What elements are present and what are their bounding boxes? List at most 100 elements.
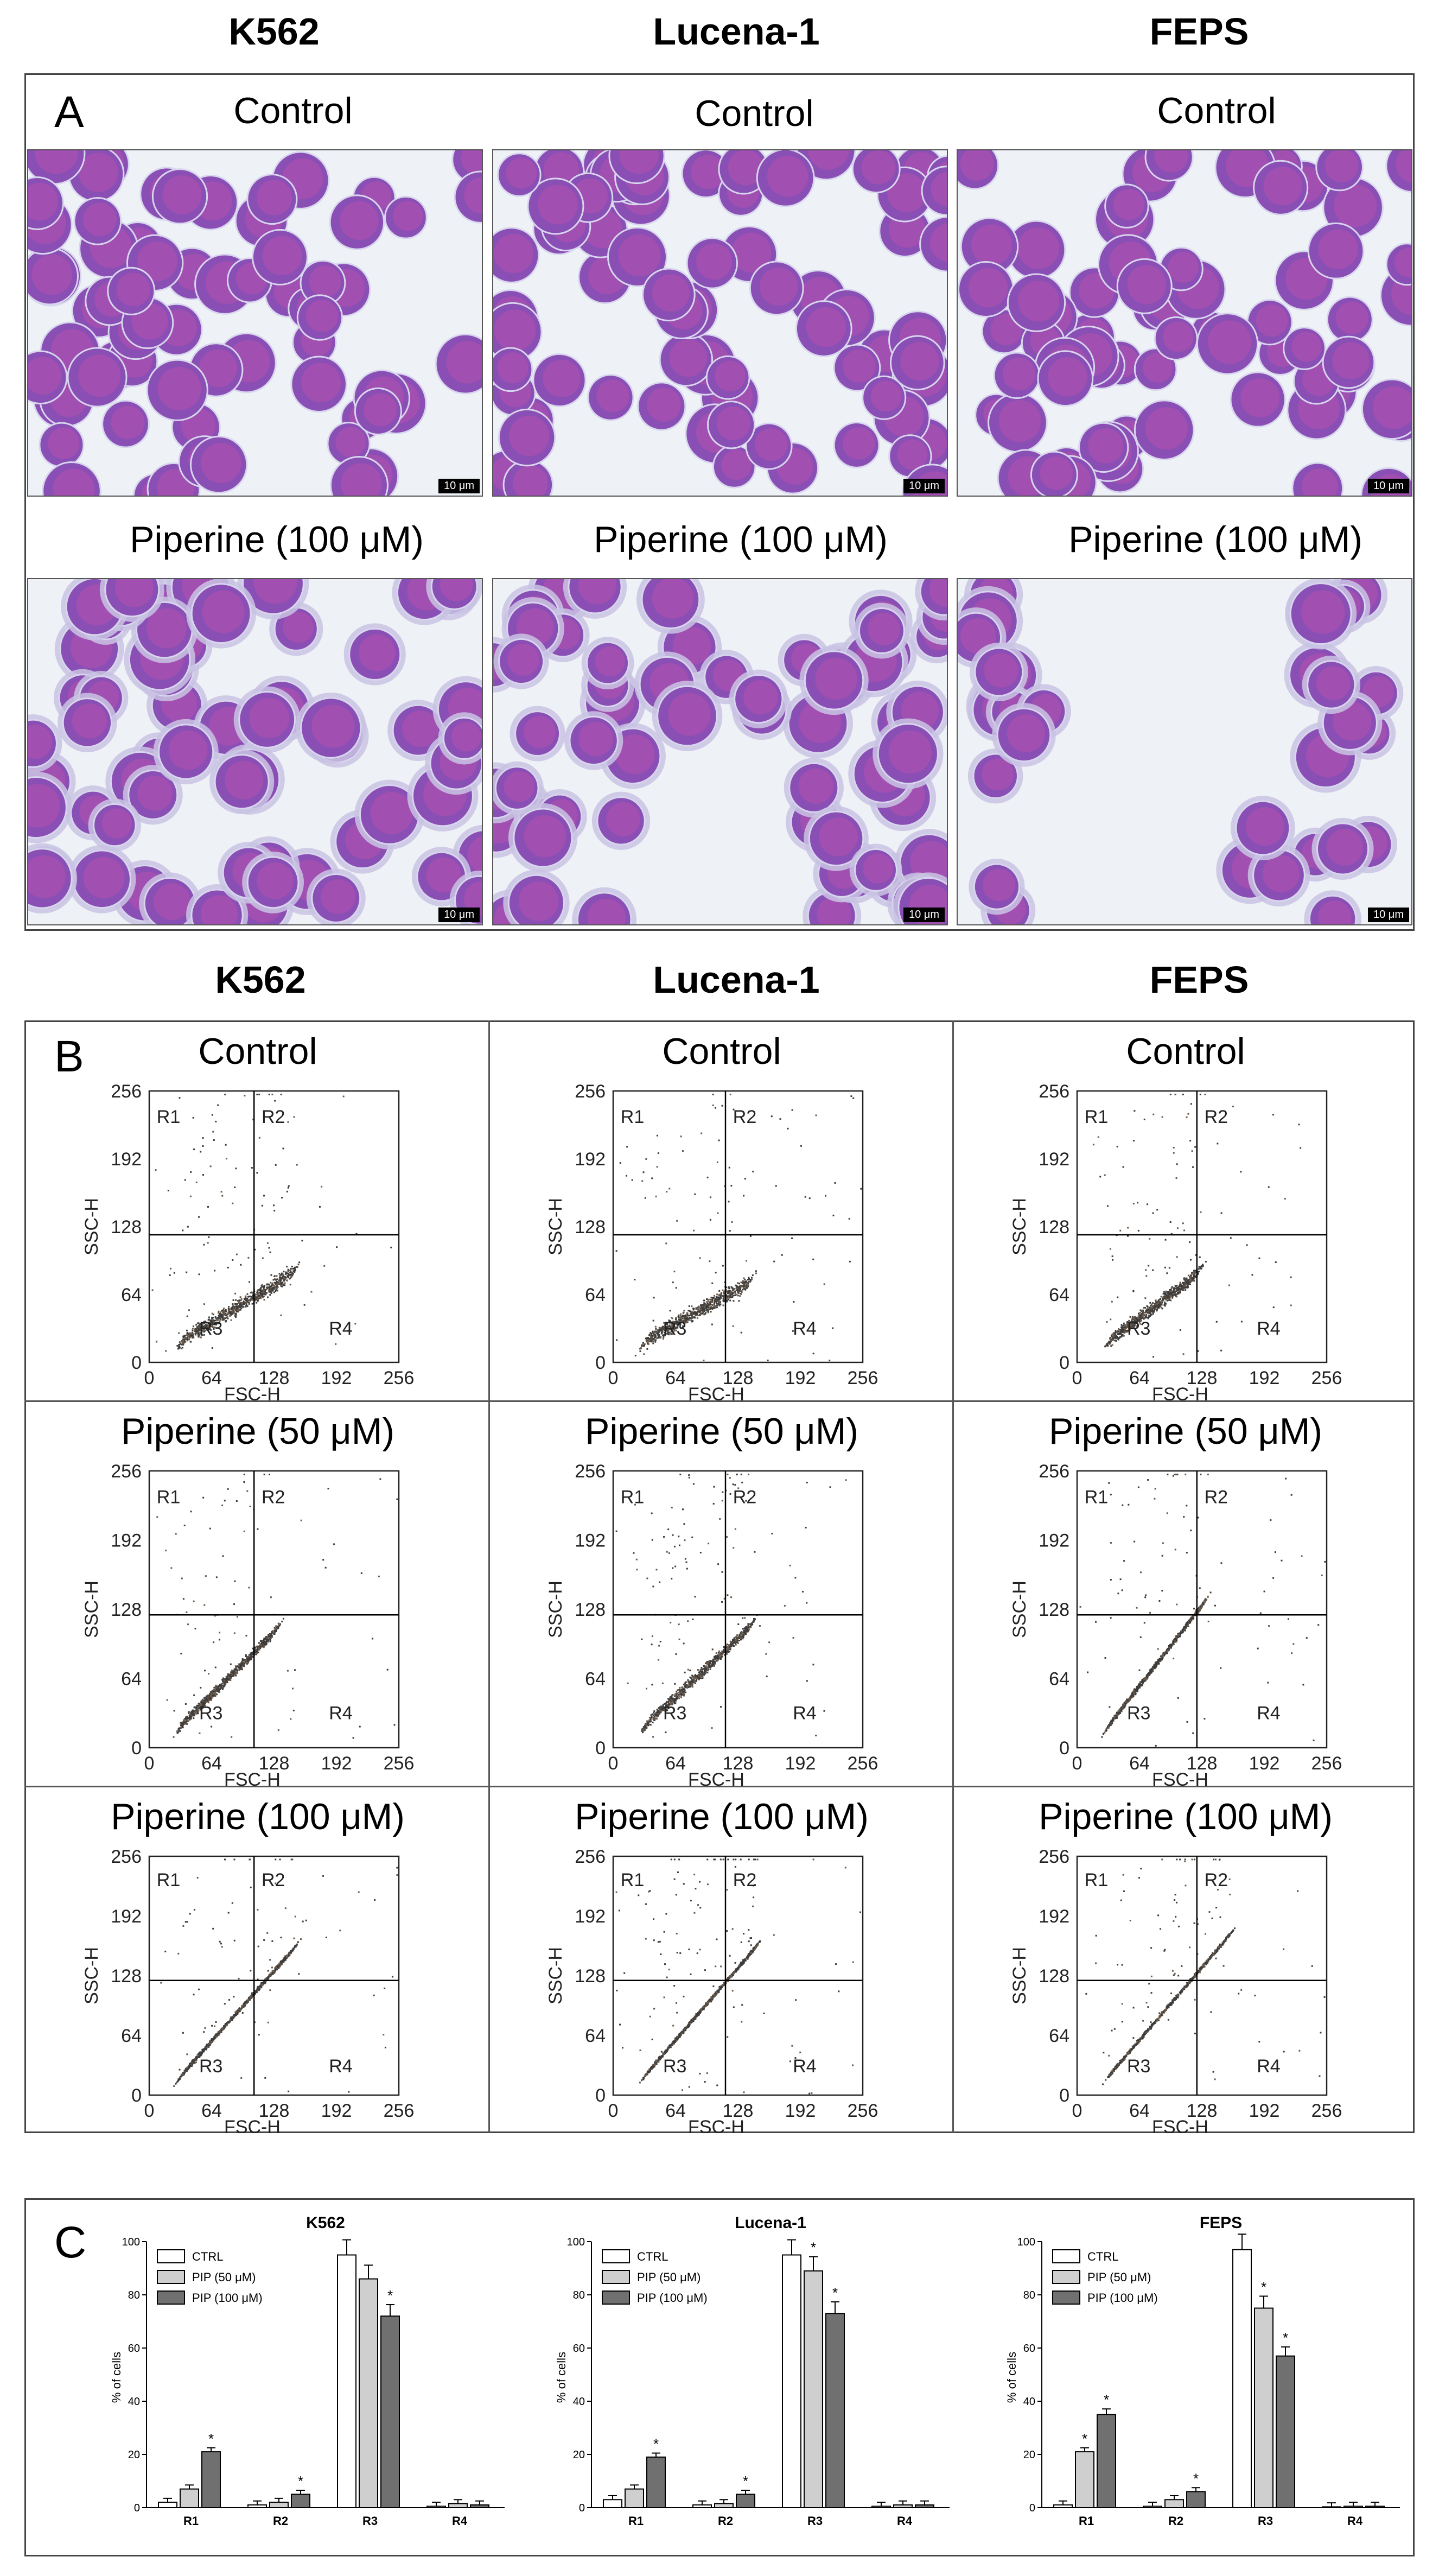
cell-shape <box>73 196 122 245</box>
cell-shape <box>1322 176 1384 238</box>
x-tick-label: 0 <box>608 1753 619 1774</box>
x-tick-label: 256 <box>1311 2101 1342 2121</box>
category-label: R4 <box>452 2514 468 2528</box>
region-label-r3: R3 <box>199 2056 222 2077</box>
scatter-points <box>156 1474 398 1739</box>
cell-shape <box>1144 150 1194 182</box>
plot-frame <box>148 1470 400 1749</box>
panel-b-title-k562: K562 <box>215 959 306 1001</box>
y-tick-label: 256 <box>575 1461 606 1482</box>
cell-shape <box>189 435 248 494</box>
cell-shape <box>88 798 142 852</box>
panel-b-letter: B <box>54 1032 84 1081</box>
x-tick-label: 256 <box>848 2101 878 2121</box>
cell-shape <box>608 150 665 185</box>
y-tick-label: 20 <box>128 2449 140 2461</box>
category-label: R3 <box>1258 2514 1273 2528</box>
bar-r4-1 <box>448 2503 468 2509</box>
y-axis-label: SSC-H <box>81 1581 102 1638</box>
panel-a-letter: A <box>54 87 84 137</box>
y-tick-label: 64 <box>1049 1669 1069 1690</box>
cell-shape <box>246 174 298 225</box>
micro-caption-feps-control: Control <box>1157 90 1276 131</box>
cell-shape <box>502 459 554 496</box>
cell-shape <box>1246 299 1293 346</box>
category-label: R1 <box>1079 2514 1094 2528</box>
cell-shape <box>493 633 549 689</box>
significance-star: * <box>1193 2470 1199 2486</box>
cell-shape <box>493 302 543 361</box>
x-tick-label: 64 <box>1129 2101 1150 2121</box>
cell-shape <box>799 645 869 715</box>
micrograph-k562-pip100: 10 μm <box>27 578 483 925</box>
cell-shape <box>493 227 540 283</box>
y-tick-label: 60 <box>573 2343 585 2355</box>
cell-shape <box>28 150 86 185</box>
scatter-points <box>1085 1858 1326 2085</box>
legend-swatch <box>157 2291 185 2305</box>
y-tick-label: 192 <box>111 1531 142 1551</box>
cell-shape <box>993 352 1041 399</box>
x-tick-label: 256 <box>384 1753 415 1774</box>
y-axis-label: SSC-H <box>1009 1947 1030 2004</box>
cell-shape <box>706 401 756 449</box>
micrograph-lucena-control: 10 μm <box>492 149 948 497</box>
cell-shape <box>851 150 901 194</box>
micro-caption-feps-pip100: Piperine (100 μM) <box>1068 519 1362 560</box>
bar-r2-2 <box>736 2493 755 2508</box>
bar-r2-0 <box>1143 2505 1162 2508</box>
region-label-r4: R4 <box>1257 1703 1280 1724</box>
cell-shape <box>1304 890 1361 924</box>
cell-shape <box>426 579 482 615</box>
panel-b-hline-1 <box>24 1400 1415 1402</box>
x-tick-label: 128 <box>1187 1368 1218 1388</box>
cell-shape <box>581 637 634 690</box>
bar-r2-2 <box>1186 2491 1206 2508</box>
x-tick-label: 256 <box>848 1368 878 1388</box>
cell-shape <box>290 356 347 413</box>
y-tick-label: 0 <box>1029 2502 1035 2514</box>
region-label-r1: R1 <box>621 1107 644 1127</box>
micrograph-k562-control: 10 μm <box>27 149 483 497</box>
bar-r4-0 <box>426 2505 446 2508</box>
legend: CTRL PIP (50 μM) PIP (100 μM) <box>602 2249 708 2305</box>
y-tick-label: 128 <box>111 1600 142 1620</box>
x-tick-label: 256 <box>384 1368 415 1388</box>
y-tick-label: 192 <box>111 1906 142 1927</box>
y-tick-label: 64 <box>121 2026 142 2046</box>
cell-shape <box>296 294 343 341</box>
region-label-r3: R3 <box>1127 1318 1150 1339</box>
y-tick-label: 64 <box>121 1285 142 1305</box>
legend-label: CTRL <box>192 2250 223 2263</box>
micro-caption-k562-pip100: Piperine (100 μM) <box>130 519 424 560</box>
bar-r3-1 <box>1254 2307 1274 2508</box>
bar-r1-0 <box>603 2499 622 2508</box>
x-tick-label: 192 <box>785 1368 816 1388</box>
region-label-r1: R1 <box>1085 1107 1108 1127</box>
cell-shape <box>67 347 128 408</box>
flow-scatter-plot: R1 R2 R3 R4 00 64 64 128 128 192 192 256 256 FSC-H SSC… <box>1009 1847 1342 2133</box>
cell-shape <box>1154 316 1198 360</box>
y-tick-label: 192 <box>1039 1906 1069 1927</box>
region-label-r1: R1 <box>621 1870 644 1890</box>
flow-scatter-plot: R1 R2 R3 R4 00 64 64 128 128 192 192 256 256 FSC-H SSC… <box>81 1847 414 2133</box>
significance-star: * <box>1283 2330 1288 2346</box>
significance-star: * <box>208 2431 214 2447</box>
x-tick-label: 256 <box>1311 1368 1342 1388</box>
y-tick-label: 64 <box>121 1669 142 1690</box>
y-axis-label: % of cells <box>555 2352 568 2403</box>
bar-chart-k562: K562 0 20 40 60 80 100 % of cells * R1 * R2 * R3 R4 CTR… <box>110 2214 505 2528</box>
scatter-points <box>1092 1094 1302 1358</box>
panel-c-letter: C <box>54 2218 87 2267</box>
region-label-r2: R2 <box>1205 1107 1228 1127</box>
cell-shape <box>636 579 705 634</box>
cell-shape <box>42 461 101 496</box>
cell-shape <box>1247 844 1310 906</box>
scatter-points <box>1079 1474 1326 1747</box>
y-tick-label: 20 <box>1023 2449 1035 2461</box>
y-tick-label: 128 <box>111 1966 142 1987</box>
cell-shape <box>58 693 117 753</box>
legend-swatch <box>157 2249 185 2263</box>
x-axis-label: FSC-H <box>688 1769 744 1786</box>
cell-shape <box>327 422 371 466</box>
